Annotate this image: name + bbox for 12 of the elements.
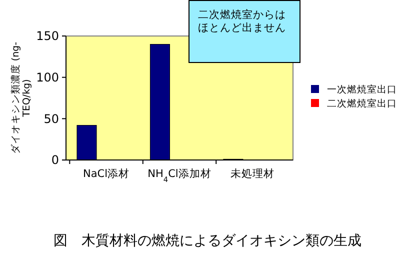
text: 二次燃焼室からはほとんど出ません bbox=[198, 8, 286, 34]
y-tick-label: 50 bbox=[44, 112, 59, 126]
y-axis-title: ダイオキシン類濃度 (ng-TEQ/kg) bbox=[10, 42, 32, 154]
y-tick-label: 0 bbox=[51, 153, 59, 168]
y-tick-label: 150 bbox=[36, 29, 59, 44]
legend-label: 二次燃焼室出口 bbox=[327, 97, 397, 110]
x-tick-label: NH$_{4}$Cl添加材 bbox=[148, 167, 212, 184]
x-tick-label: NaCl添材 bbox=[83, 167, 130, 180]
text: 図 木質材料の燃焼によるダイオキシン類の生成 bbox=[54, 233, 362, 249]
y-tick-label: 100 bbox=[36, 70, 59, 85]
legend-label: 一次燃焼室出口 bbox=[327, 83, 397, 96]
x-tick-label: 未処理材 bbox=[230, 167, 275, 180]
